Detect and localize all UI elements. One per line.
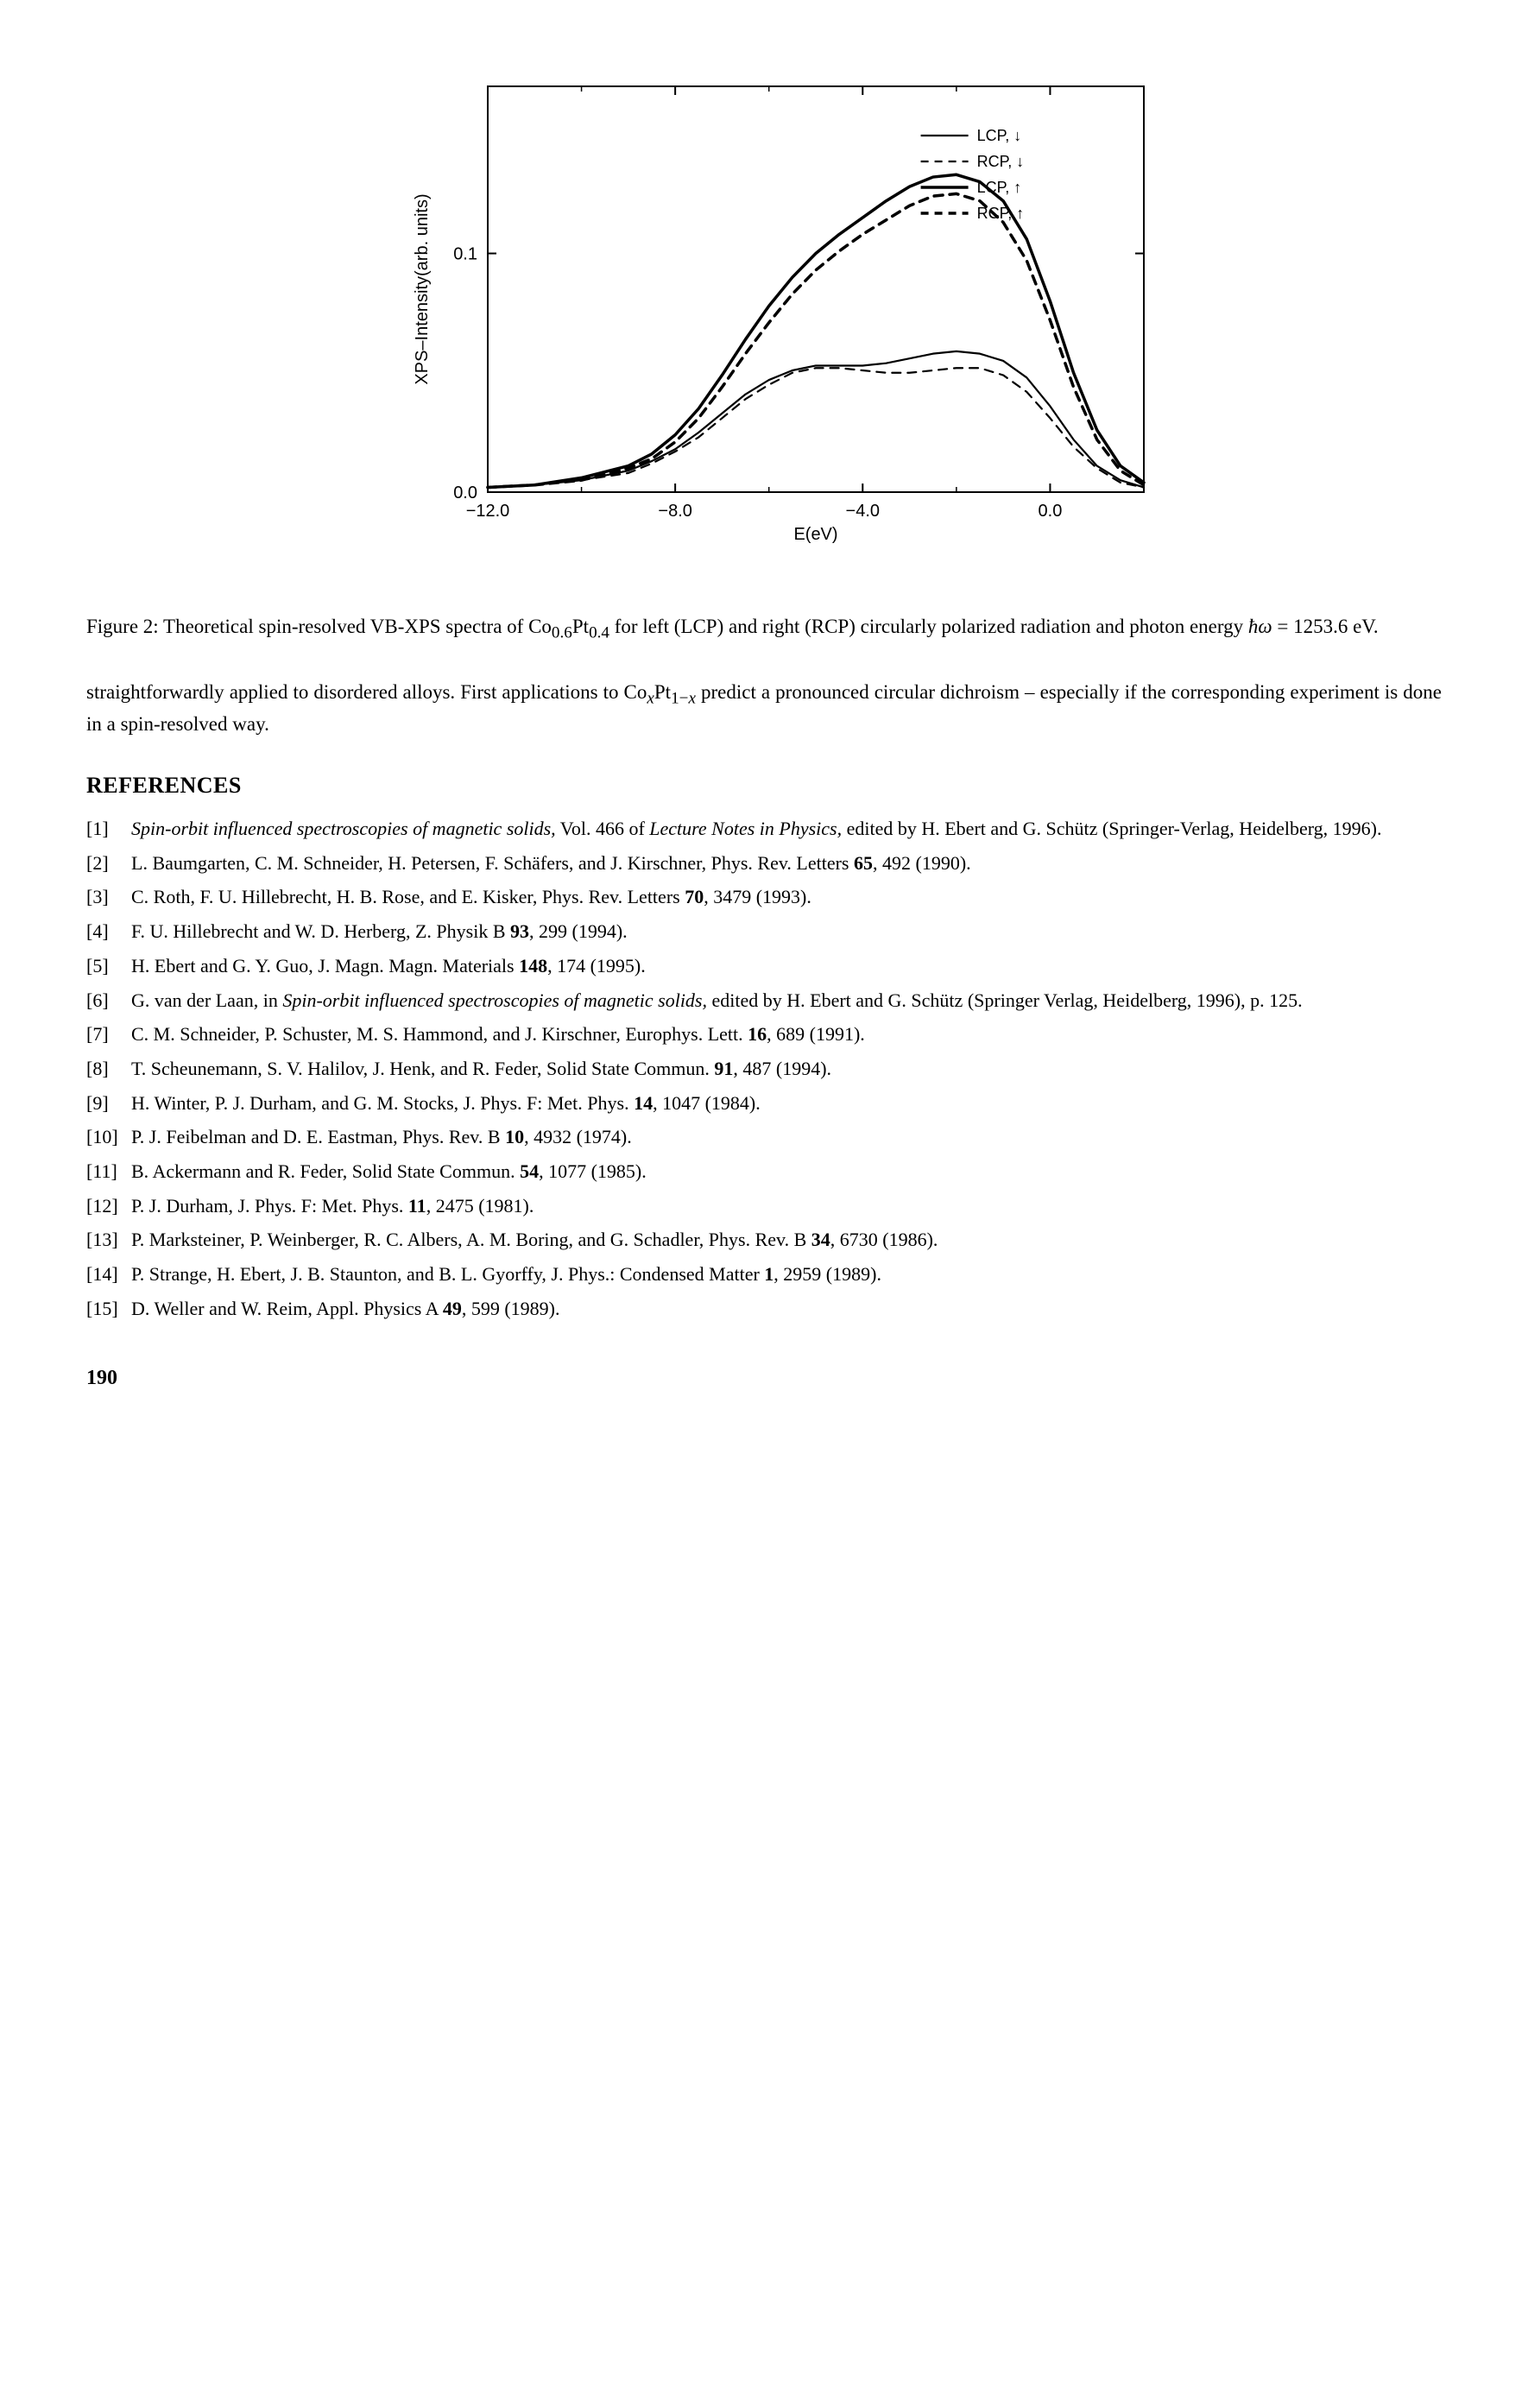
reference-item: [9]H. Winter, P. J. Durham, and G. M. St… <box>86 1090 1442 1116</box>
svg-text:−8.0: −8.0 <box>658 502 691 521</box>
references-list: [1]Spin-orbit influenced spectroscopies … <box>86 816 1442 1321</box>
svg-text:LCP, ↓: LCP, ↓ <box>977 127 1022 144</box>
figure-2: −12.0 −8.0 −4.0 0.0 E(eV) 0.0 0.1 XPS–Intensity… <box>86 52 1442 587</box>
reference-item: [1]Spin-orbit influenced spectroscopies … <box>86 816 1442 842</box>
body-paragraph: straightforwardly applied to disordered … <box>86 679 1442 737</box>
svg-text:RCP, ↑: RCP, ↑ <box>977 205 1025 222</box>
svg-text:0.1: 0.1 <box>453 245 477 264</box>
reference-item: [12]P. J. Durham, J. Phys. F: Met. Phys.… <box>86 1193 1442 1219</box>
reference-item: [2]L. Baumgarten, C. M. Schneider, H. Pe… <box>86 850 1442 876</box>
page-number: 190 <box>86 1364 1442 1392</box>
svg-text:−12.0: −12.0 <box>466 502 510 521</box>
references-heading: REFERENCES <box>86 770 1442 800</box>
reference-item: [7]C. M. Schneider, P. Schuster, M. S. H… <box>86 1021 1442 1047</box>
reference-item: [13]P. Marksteiner, P. Weinberger, R. C.… <box>86 1227 1442 1253</box>
reference-item: [5]H. Ebert and G. Y. Guo, J. Magn. Magn… <box>86 953 1442 979</box>
reference-item: [11]B. Ackermann and R. Feder, Solid Sta… <box>86 1159 1442 1185</box>
reference-item: [3]C. Roth, F. U. Hillebrecht, H. B. Ros… <box>86 884 1442 910</box>
svg-text:XPS–Intensity(arb. units): XPS–Intensity(arb. units) <box>413 193 432 384</box>
figure-caption: Figure 2: Theoretical spin-resolved VB-X… <box>86 613 1442 644</box>
svg-text:RCP, ↓: RCP, ↓ <box>977 153 1025 170</box>
svg-text:0.0: 0.0 <box>453 483 477 502</box>
xps-chart: −12.0 −8.0 −4.0 0.0 E(eV) 0.0 0.1 XPS–Intensity… <box>341 52 1187 587</box>
reference-item: [10]P. J. Feibelman and D. E. Eastman, P… <box>86 1124 1442 1150</box>
reference-item: [15]D. Weller and W. Reim, Appl. Physics… <box>86 1296 1442 1322</box>
svg-text:LCP, ↑: LCP, ↑ <box>977 179 1022 196</box>
reference-item: [6]G. van der Laan, in Spin-orbit influe… <box>86 988 1442 1014</box>
reference-item: [4]F. U. Hillebrecht and W. D. Herberg, … <box>86 919 1442 945</box>
svg-text:−4.0: −4.0 <box>846 502 880 521</box>
reference-item: [8]T. Scheunemann, S. V. Halilov, J. Hen… <box>86 1056 1442 1082</box>
svg-text:E(eV): E(eV) <box>793 525 837 544</box>
reference-item: [14]P. Strange, H. Ebert, J. B. Staunton… <box>86 1261 1442 1287</box>
svg-text:0.0: 0.0 <box>1039 502 1063 521</box>
